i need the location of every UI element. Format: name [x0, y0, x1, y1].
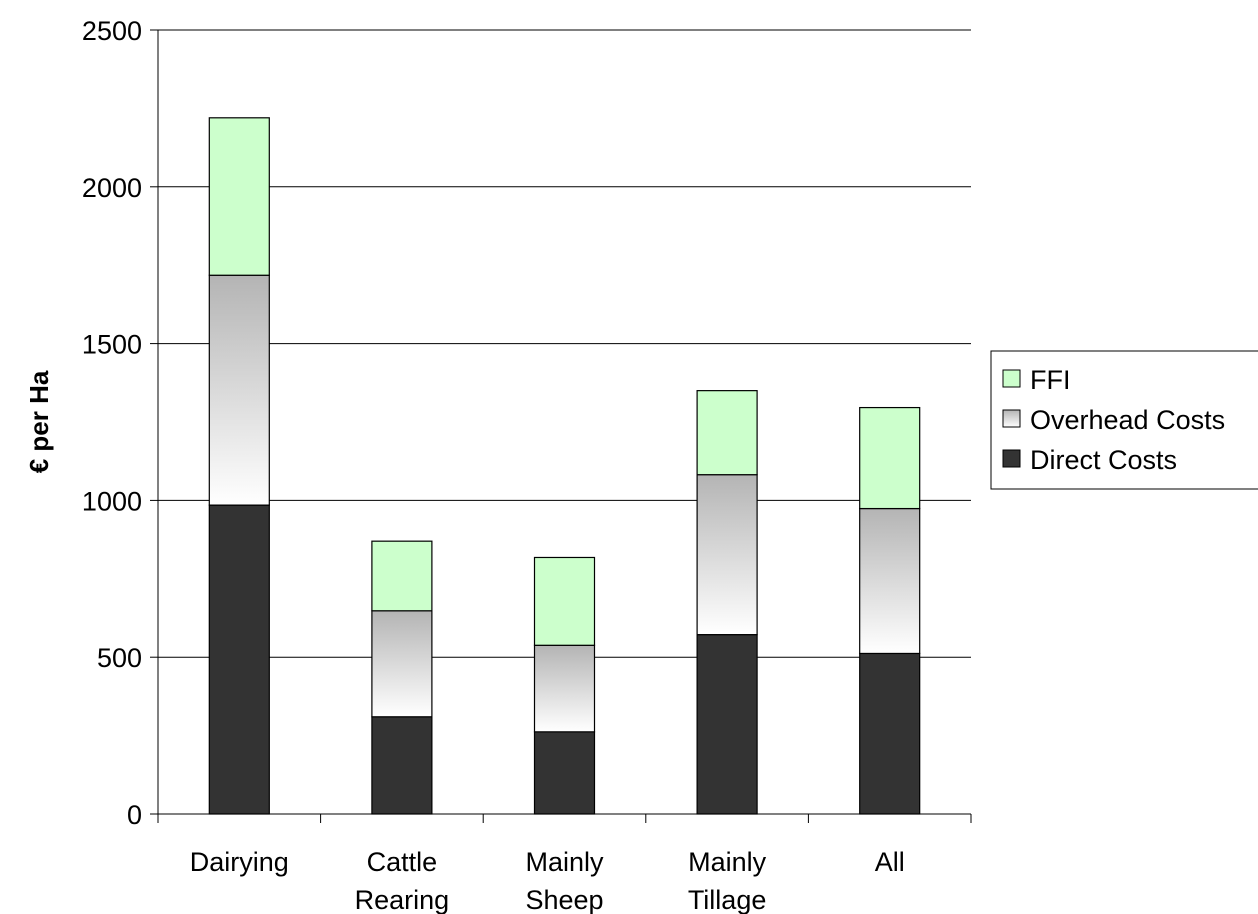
- bar-direct-costs: [696, 634, 758, 815]
- axes: 0 500 1000 1500 2000 2500 Dairying Cattle Rearin…: [82, 16, 972, 914]
- bars: [208, 117, 921, 815]
- bar-ffi: [371, 540, 433, 612]
- y-tick-label: 2000: [82, 173, 142, 203]
- legend-box: [990, 350, 1258, 490]
- x-tick-label: Mainly Tillage: [688, 847, 767, 914]
- y-tick-label: 1000: [82, 486, 142, 516]
- bar-ffi: [208, 117, 270, 276]
- legend-label: FFI: [1030, 365, 1071, 395]
- x-tick-label: All: [875, 847, 905, 877]
- bar-ffi: [859, 406, 921, 510]
- bar-overhead-costs: [696, 474, 758, 636]
- bar-overhead-costs: [533, 644, 596, 733]
- y-tick-label: 1500: [82, 330, 142, 360]
- legend: FFI Overhead Costs Direct Costs: [990, 350, 1258, 490]
- x-tick-label: Cattle Rearing: [355, 847, 450, 914]
- x-tick-label: Dairying: [190, 847, 289, 877]
- bar-direct-costs: [859, 652, 921, 815]
- y-tick-label: 2500: [82, 16, 142, 46]
- y-tick-label: 500: [97, 643, 142, 673]
- bar-direct-costs: [371, 716, 433, 815]
- bar-overhead-costs: [859, 507, 921, 655]
- bar-direct-costs: [533, 731, 596, 815]
- x-tick-label: Mainly Sheep: [525, 847, 604, 914]
- legend-label: Direct Costs: [1030, 445, 1177, 475]
- legend-swatch: [1002, 449, 1021, 468]
- gridlines: [158, 29, 971, 658]
- bar-ffi: [696, 390, 758, 476]
- legend-swatch: [1002, 409, 1021, 428]
- bar-direct-costs: [208, 504, 270, 815]
- y-axis-title: € per Ha: [24, 370, 54, 473]
- bar-overhead-costs: [208, 274, 270, 506]
- bar-ffi: [533, 556, 596, 646]
- legend-swatch: [1002, 369, 1021, 388]
- bar-overhead-costs: [371, 610, 433, 718]
- y-tick-label: 0: [127, 800, 142, 830]
- legend-label: Overhead Costs: [1030, 405, 1225, 435]
